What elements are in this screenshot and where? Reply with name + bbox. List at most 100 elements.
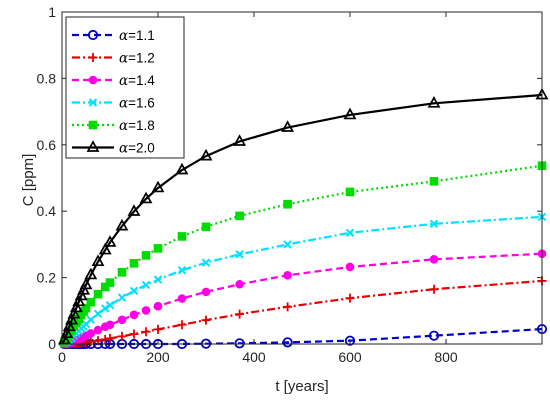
data-point (74, 288, 88, 301)
legend-label-symbol: α (119, 73, 128, 89)
data-point (93, 289, 103, 299)
data-point (100, 334, 110, 344)
legend-marker (86, 140, 100, 152)
x-tick-label: 600 (338, 349, 362, 365)
data-point (235, 279, 244, 289)
legend-label: α=1.8 (119, 118, 155, 134)
data-point (86, 315, 96, 324)
data-point (117, 293, 127, 302)
legend-marker (87, 29, 99, 41)
data-point (429, 255, 439, 264)
series-3 (60, 249, 547, 349)
data-point (79, 277, 93, 290)
y-axis-title: C [ppm] (20, 154, 37, 207)
data-point (345, 187, 355, 197)
data-point (91, 254, 105, 267)
data-point (72, 294, 86, 307)
data-point (153, 275, 163, 284)
data-point (69, 300, 83, 313)
data-point (129, 329, 139, 339)
data-point (283, 270, 292, 280)
data-point (283, 240, 292, 249)
data-point (129, 259, 139, 268)
plot-frame (61, 11, 543, 345)
data-point (201, 222, 211, 232)
legend-label-value: =1.1 (128, 28, 155, 43)
legend-marker (88, 98, 98, 107)
data-point (345, 228, 355, 237)
data-point (86, 337, 96, 347)
data-point (177, 294, 187, 303)
data-point (345, 293, 355, 303)
x-tick-label: 800 (434, 349, 458, 365)
series-line (62, 252, 543, 346)
legend-label: α=1.2 (119, 51, 155, 67)
data-point (81, 303, 91, 313)
data-point (117, 331, 127, 341)
data-point (153, 244, 163, 253)
data-point (98, 242, 112, 255)
legend-marker (88, 53, 98, 62)
data-point (345, 262, 355, 272)
legend-label: α=1.4 (119, 73, 155, 89)
data-point (235, 250, 244, 259)
data-point (199, 148, 213, 161)
data-point (141, 327, 151, 337)
legend-label-symbol: α (119, 141, 128, 157)
x-tick-label: 400 (242, 349, 266, 365)
data-point (201, 287, 211, 297)
data-point (281, 120, 295, 132)
data-point (235, 309, 245, 319)
y-tick-label: 1 (48, 4, 56, 20)
data-point (141, 251, 151, 260)
data-point (201, 315, 211, 325)
legend-marker (88, 75, 98, 85)
data-point (129, 286, 139, 296)
legend-label-value: =1.8 (128, 118, 155, 133)
data-point (177, 266, 187, 275)
y-axis-ticks: 0 0.2 0.4 0.6 0.8 1 (37, 4, 542, 352)
data-point (344, 335, 356, 346)
data-point (201, 258, 211, 267)
legend-label: α=1.6 (119, 96, 155, 112)
data-point (105, 300, 115, 310)
x-axis-title: t [years] (275, 378, 328, 395)
legend-marker (88, 120, 98, 130)
data-point (234, 338, 245, 349)
y-tick-label: 0 (48, 336, 56, 352)
data-point (177, 320, 187, 330)
legend-label-symbol: α (119, 118, 128, 134)
data-point (427, 96, 441, 108)
legend-label-value: =1.6 (128, 96, 155, 111)
data-point (127, 204, 141, 216)
data-point (105, 278, 115, 287)
data-point (283, 199, 292, 209)
data-point (129, 310, 139, 320)
legend-entry: α=1.6 (72, 96, 155, 112)
data-point (153, 324, 163, 334)
data-point (235, 211, 244, 221)
data-point (100, 282, 110, 292)
y-tick-label: 0.6 (37, 137, 57, 153)
legend: α=1.1α=1.2α=1.4α=1.6α=1.8α=2.0 (65, 16, 185, 159)
data-point (84, 267, 98, 280)
y-tick-label: 0.2 (37, 270, 57, 286)
data-point (86, 329, 96, 338)
data-point (93, 325, 103, 335)
data-point (105, 320, 115, 330)
data-point (343, 107, 357, 120)
data-point (153, 301, 163, 311)
data-point (117, 315, 127, 325)
legend-entry: α=1.2 (72, 51, 155, 67)
series-line (61, 93, 543, 345)
data-point (141, 280, 151, 290)
data-point (60, 326, 74, 339)
data-point (428, 330, 440, 341)
data-point (93, 309, 103, 318)
data-point (86, 297, 96, 307)
legend-label: α=1.1 (119, 28, 155, 44)
data-point (233, 134, 247, 146)
data-point (103, 235, 117, 247)
data-point (175, 162, 189, 175)
